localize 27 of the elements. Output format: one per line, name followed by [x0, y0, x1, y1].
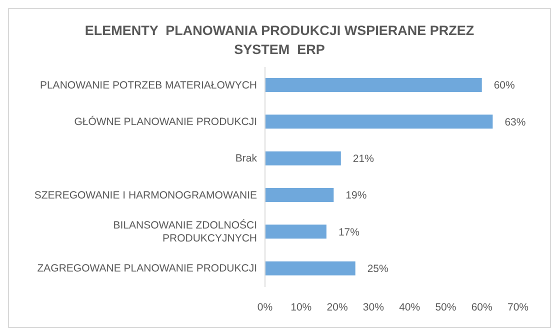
data-label: 21%	[352, 153, 374, 166]
data-label: 19%	[346, 190, 367, 202]
x-tick-label: 50%	[435, 301, 456, 314]
y-tick-label: SZEREGOWANIE I HARMONOGRAMOWANIE	[34, 189, 257, 202]
x-tick-label: 70%	[507, 301, 529, 314]
x-tick-label: 60%	[471, 301, 492, 314]
bar	[265, 78, 482, 92]
x-tick-label: 30%	[362, 301, 384, 314]
x-tick-label: 40%	[399, 301, 420, 314]
y-tick-label: PLANOWANIE POTRZEB MATERIAŁOWYCH	[40, 79, 257, 92]
x-tick-label: 20%	[326, 301, 348, 314]
y-tick-label: GŁÓWNE PLANOWANIE PRODUKCJI	[74, 115, 257, 128]
data-label: 25%	[367, 263, 388, 276]
x-tick-label: 10%	[290, 301, 312, 314]
bar	[265, 114, 493, 129]
data-label: 60%	[494, 80, 515, 92]
bar	[265, 151, 341, 166]
bar	[265, 188, 334, 202]
data-label: 63%	[504, 116, 526, 128]
x-tick-label: 0%	[257, 301, 273, 314]
y-tick-label: BILANSOWANIE ZDOLNOŚCI PRODUKCYJNYCH	[113, 218, 257, 244]
y-tick-label: ZAGREGOWANE PLANOWANIE PRODUKCJI	[37, 262, 257, 275]
data-label: 17%	[338, 226, 360, 238]
bar	[265, 224, 326, 239]
bar	[265, 261, 356, 276]
chart-title: ELEMENTY PLANOWANIA PRODUKCJI WSPIERANE PRZEZ SYSTEM ERP	[84, 22, 476, 59]
y-tick-label: Brak	[235, 152, 258, 165]
